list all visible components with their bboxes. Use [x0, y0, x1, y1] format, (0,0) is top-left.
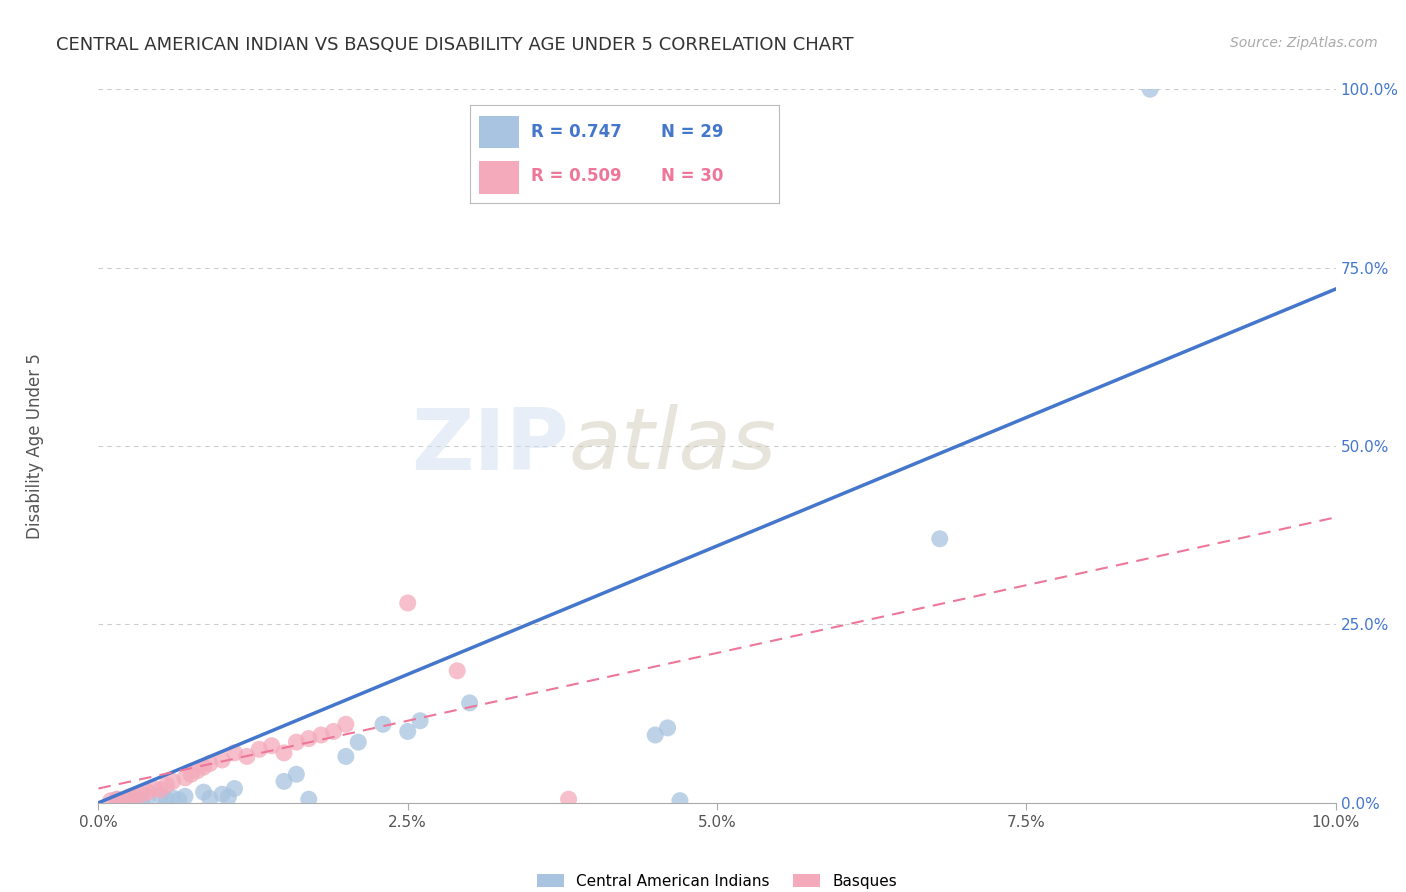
- Point: [155, 778, 177, 792]
- Point: [224, 746, 246, 760]
- Point: [396, 724, 419, 739]
- Point: [1139, 82, 1161, 96]
- Point: [557, 792, 579, 806]
- Point: [335, 749, 357, 764]
- Point: [186, 764, 208, 778]
- Point: [335, 717, 357, 731]
- Point: [174, 789, 197, 804]
- Point: [309, 728, 332, 742]
- Text: CENTRAL AMERICAN INDIAN VS BASQUE DISABILITY AGE UNDER 5 CORRELATION CHART: CENTRAL AMERICAN INDIAN VS BASQUE DISABI…: [56, 36, 853, 54]
- Bar: [479, 116, 519, 148]
- Point: [458, 696, 481, 710]
- Point: [118, 793, 141, 807]
- Legend: Central American Indians, Basques: Central American Indians, Basques: [530, 868, 904, 892]
- Point: [285, 735, 308, 749]
- Point: [118, 790, 141, 805]
- Point: [260, 739, 283, 753]
- Point: [162, 790, 184, 805]
- Text: atlas: atlas: [568, 404, 776, 488]
- Point: [211, 787, 233, 801]
- Point: [273, 746, 295, 760]
- Point: [273, 774, 295, 789]
- Point: [193, 760, 215, 774]
- Point: [112, 793, 135, 807]
- Point: [446, 664, 468, 678]
- Text: Disability Age Under 5: Disability Age Under 5: [27, 353, 44, 539]
- Point: [198, 756, 221, 771]
- Point: [180, 767, 202, 781]
- Point: [162, 774, 184, 789]
- Point: [644, 728, 666, 742]
- Point: [167, 793, 190, 807]
- Point: [298, 792, 321, 806]
- Point: [136, 785, 159, 799]
- Point: [124, 789, 146, 803]
- Point: [396, 596, 419, 610]
- Text: ZIP: ZIP: [411, 404, 568, 488]
- Point: [155, 792, 177, 806]
- Point: [657, 721, 679, 735]
- Point: [928, 532, 950, 546]
- Text: R = 0.747: R = 0.747: [531, 123, 623, 141]
- Point: [409, 714, 432, 728]
- Text: N = 30: N = 30: [661, 168, 724, 186]
- Point: [285, 767, 308, 781]
- Point: [105, 792, 128, 806]
- Point: [211, 753, 233, 767]
- Bar: [479, 161, 519, 194]
- Point: [174, 771, 197, 785]
- Point: [322, 724, 344, 739]
- Point: [193, 785, 215, 799]
- Point: [347, 735, 370, 749]
- Point: [149, 783, 172, 797]
- Text: Source: ZipAtlas.com: Source: ZipAtlas.com: [1230, 36, 1378, 50]
- Point: [669, 794, 692, 808]
- Point: [236, 749, 259, 764]
- Text: N = 29: N = 29: [661, 123, 724, 141]
- Text: R = 0.509: R = 0.509: [531, 168, 621, 186]
- Point: [298, 731, 321, 746]
- Point: [198, 791, 221, 805]
- Point: [247, 742, 270, 756]
- Point: [224, 781, 246, 796]
- Point: [371, 717, 394, 731]
- Point: [124, 791, 146, 805]
- Point: [136, 790, 159, 805]
- Point: [149, 789, 172, 803]
- Point: [131, 787, 153, 801]
- Point: [131, 794, 153, 808]
- Point: [105, 792, 128, 806]
- Point: [100, 794, 122, 808]
- Point: [143, 781, 166, 796]
- Point: [217, 790, 239, 805]
